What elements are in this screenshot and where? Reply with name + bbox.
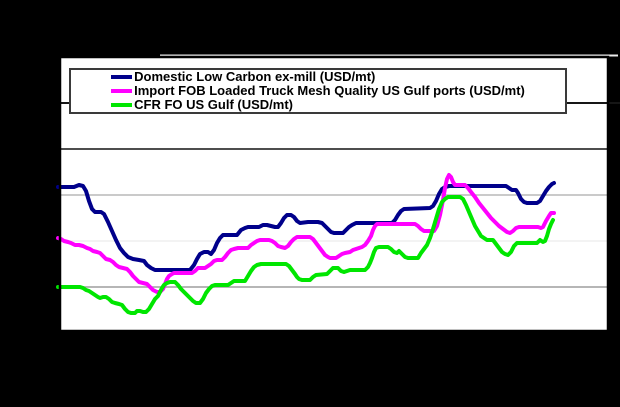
legend-label: Domestic Low Carbon ex-mill (USD/mt) (134, 69, 376, 84)
legend-item-import-fob: Import FOB Loaded Truck Mesh Quality US … (111, 84, 525, 98)
legend-swatch-magenta-line (111, 89, 133, 93)
legend-item-domestic: Domestic Low Carbon ex-mill (USD/mt) (111, 70, 375, 84)
legend-items: Domestic Low Carbon ex-mill (USD/mt) Imp… (111, 70, 525, 112)
legend-box: Domestic Low Carbon ex-mill (USD/mt) Imp… (69, 68, 567, 114)
legend-item-cfr-fo: CFR FO US Gulf (USD/mt) (111, 98, 293, 112)
legend-label: CFR FO US Gulf (USD/mt) (134, 97, 294, 112)
series-line-cfr-fo-us-gulf-usd-mt- (56, 195, 555, 315)
plot-border (58, 55, 610, 333)
series-line-import-fob-loaded-truck-mesh-q (56, 173, 556, 294)
legend-swatch-green-line (111, 103, 133, 107)
legend-swatch-navy-line (111, 75, 133, 79)
legend-label: Import FOB Loaded Truck Mesh Quality US … (134, 83, 525, 98)
